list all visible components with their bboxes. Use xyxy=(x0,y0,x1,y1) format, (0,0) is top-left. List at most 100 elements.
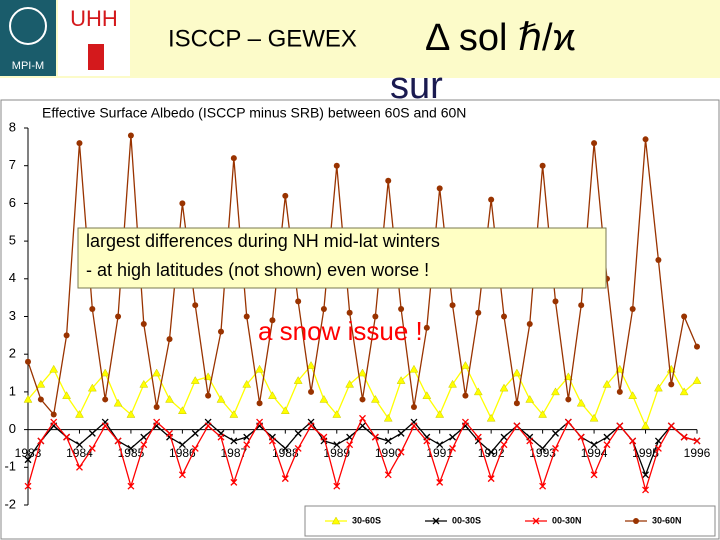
data-point xyxy=(396,376,406,384)
data-point xyxy=(36,379,46,388)
data-point xyxy=(333,162,340,169)
data-point xyxy=(462,392,469,399)
y-tick-label: 3 xyxy=(9,308,16,323)
data-point xyxy=(565,396,572,403)
data-point xyxy=(525,394,535,403)
data-point xyxy=(217,328,224,335)
data-point xyxy=(398,305,405,312)
data-point xyxy=(629,437,637,445)
data-point xyxy=(115,313,122,320)
data-point xyxy=(552,429,559,437)
data-point xyxy=(191,429,199,437)
data-point xyxy=(63,433,71,441)
data-point xyxy=(346,441,354,449)
data-point xyxy=(140,321,147,328)
data-point xyxy=(642,471,649,479)
data-point xyxy=(692,376,702,384)
data-point xyxy=(243,441,251,449)
data-point xyxy=(422,391,432,399)
data-point xyxy=(679,387,689,396)
data-point xyxy=(563,372,573,381)
data-point xyxy=(179,200,186,207)
data-point xyxy=(88,429,96,437)
data-point xyxy=(192,302,199,309)
y-tick-label: 1 xyxy=(9,383,16,398)
data-point xyxy=(449,433,457,441)
data-point xyxy=(140,433,148,441)
data-point xyxy=(591,140,598,147)
data-point xyxy=(319,394,329,403)
data-point xyxy=(538,410,548,418)
data-point xyxy=(127,482,135,490)
data-point xyxy=(191,444,199,452)
slide-title: ISCCP – GEWEX xyxy=(168,25,357,52)
data-point xyxy=(513,400,520,407)
data-point xyxy=(139,379,149,388)
data-point xyxy=(358,368,367,377)
data-point xyxy=(306,361,316,369)
data-point xyxy=(101,422,109,430)
data-point xyxy=(333,482,341,490)
x-tick-label: 1986 xyxy=(169,446,196,460)
data-point xyxy=(589,413,599,422)
data-point xyxy=(551,387,560,396)
data-point xyxy=(486,413,496,422)
data-point xyxy=(409,364,419,373)
data-point xyxy=(256,418,264,426)
data-point xyxy=(127,444,135,452)
data-point xyxy=(448,379,457,388)
y-tick-label: 4 xyxy=(9,270,16,285)
data-point xyxy=(269,317,276,324)
data-point xyxy=(513,422,521,430)
data-point xyxy=(667,422,675,430)
y-tick-label: 7 xyxy=(9,157,16,172)
data-point xyxy=(89,305,96,312)
data-point xyxy=(282,192,289,199)
annotation: - at high latitudes (not shown) even wor… xyxy=(86,260,429,280)
data-point xyxy=(372,313,379,320)
data-point xyxy=(655,256,662,263)
data-point xyxy=(37,437,45,445)
legend-items: 30-60S 00-30S 00-30N 30-60N xyxy=(325,515,682,525)
data-point xyxy=(590,441,598,449)
data-point xyxy=(576,398,586,407)
data-point xyxy=(539,482,547,490)
data-point xyxy=(359,396,366,403)
x-tick-label: 1993 xyxy=(529,446,556,460)
data-point xyxy=(295,298,302,305)
data-point xyxy=(346,309,353,316)
data-point xyxy=(371,433,379,441)
mpi-emblem xyxy=(9,7,47,45)
data-point xyxy=(603,433,611,441)
data-point xyxy=(449,444,457,452)
y-tick-label: 5 xyxy=(9,233,16,248)
data-point xyxy=(140,441,148,449)
data-point xyxy=(385,177,392,184)
data-point xyxy=(294,429,302,437)
data-point xyxy=(268,391,277,399)
data-point xyxy=(616,388,623,395)
data-point xyxy=(307,422,315,430)
data-point xyxy=(552,298,559,305)
data-point xyxy=(432,517,440,525)
data-point xyxy=(165,394,174,403)
data-point xyxy=(603,441,611,449)
data-point xyxy=(230,478,238,486)
x-tick-label: 1987 xyxy=(220,446,247,460)
data-point xyxy=(87,383,97,392)
data-point xyxy=(217,433,225,441)
data-point xyxy=(616,422,624,430)
data-point xyxy=(166,336,173,343)
data-point xyxy=(178,471,186,479)
data-point xyxy=(500,433,508,441)
data-point xyxy=(629,305,636,312)
data-point xyxy=(114,437,122,445)
data-point xyxy=(423,324,430,331)
data-point xyxy=(230,155,237,162)
data-point xyxy=(539,444,547,452)
data-point xyxy=(370,394,380,403)
data-point xyxy=(384,471,392,479)
data-point xyxy=(668,381,675,388)
data-point xyxy=(24,456,32,464)
